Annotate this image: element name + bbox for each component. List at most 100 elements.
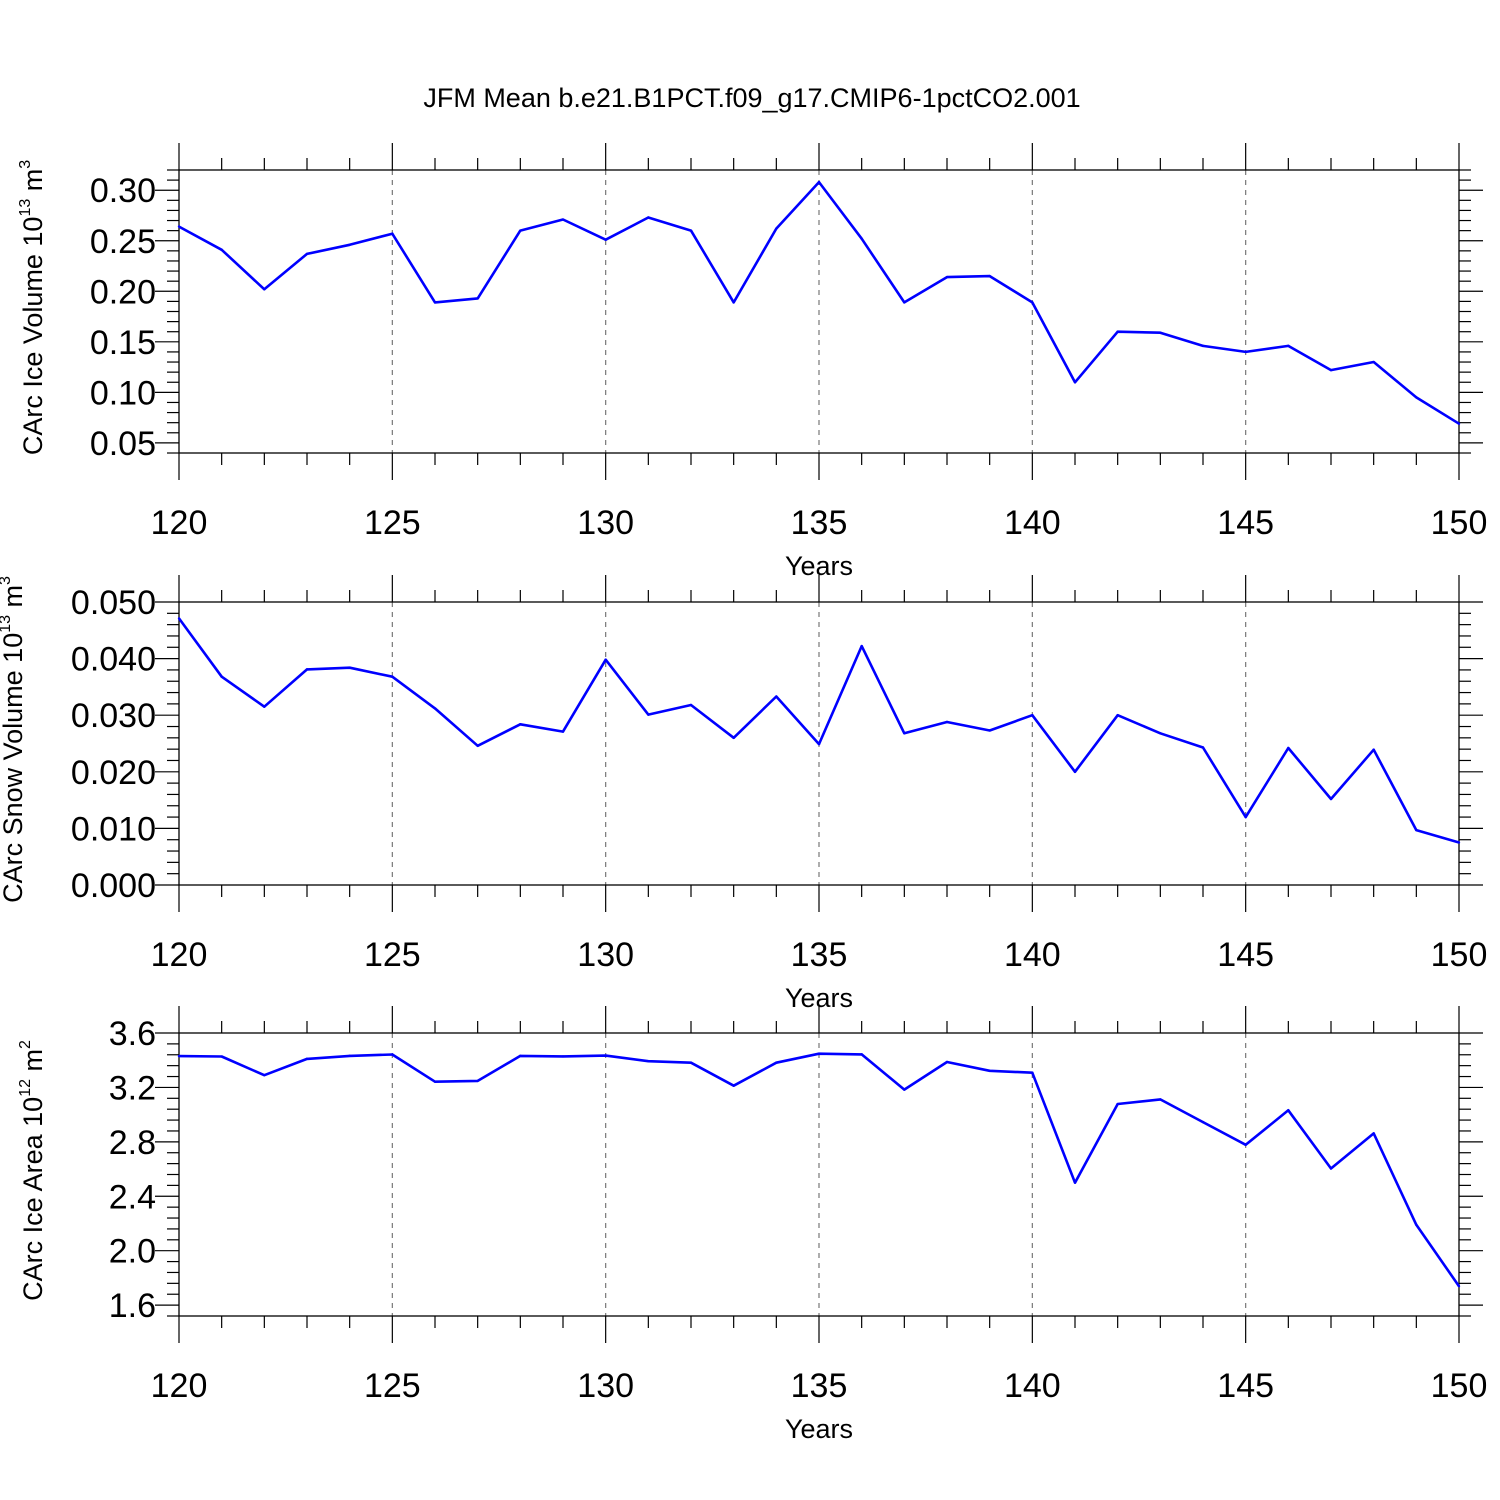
data-point <box>433 1080 437 1083</box>
data-point <box>689 229 693 232</box>
data-point <box>1031 301 1034 304</box>
y-axis-label: CArc Snow Volume 1013 m3 <box>0 576 28 903</box>
data-point <box>1372 1132 1375 1135</box>
x-tick-label: 125 <box>364 504 421 542</box>
panel-3: 120 125 130 135 140 145 150 Years 1.6 2.0 2.4 2.8 3.… <box>17 1006 1487 1444</box>
data-point <box>1329 797 1333 801</box>
data-point <box>561 218 565 221</box>
panel-1: 120 125 130 135 140 145 150Years0.050.100.150.… <box>17 143 1487 581</box>
data-point <box>1372 748 1375 751</box>
data-point <box>1244 815 1247 819</box>
data-point <box>1457 422 1461 425</box>
data-point <box>647 216 650 219</box>
data-point <box>1159 1098 1162 1101</box>
data-point <box>1244 1143 1247 1147</box>
data-point <box>817 180 821 184</box>
x-tick-label: 125 <box>364 1367 421 1405</box>
data-point <box>519 229 522 232</box>
data-point <box>391 675 394 678</box>
data-point <box>263 1073 266 1077</box>
data-point <box>177 225 181 228</box>
y-tick-label: 0.030 <box>71 697 156 735</box>
y-tick-label: 0.10 <box>90 374 156 412</box>
data-point <box>1073 381 1077 384</box>
data-point <box>433 707 437 710</box>
x-axis-label: Years <box>785 1414 853 1444</box>
data-point <box>647 1059 650 1063</box>
data-point <box>305 668 309 671</box>
data-point <box>689 1061 693 1064</box>
y-axis-label: CArc Ice Area 1012 m2 <box>17 1040 48 1301</box>
data-point <box>1159 331 1162 334</box>
data-point <box>1031 1071 1034 1074</box>
data-point <box>817 742 821 746</box>
x-tick-label: 120 <box>151 936 208 974</box>
data-point <box>391 1053 394 1056</box>
data-point <box>476 744 479 747</box>
y-tick-label: 0.040 <box>71 641 156 679</box>
chart-title: JFM Mean b.e21.B1PCT.f09_g17.CMIP6-1pctC… <box>423 83 1080 113</box>
data-point <box>1244 350 1247 354</box>
data-point <box>903 732 906 735</box>
data-point <box>1287 746 1290 750</box>
x-tick-label: 140 <box>1004 936 1061 974</box>
data-point <box>860 1053 863 1056</box>
data-point <box>305 1057 309 1061</box>
data-point <box>860 644 863 648</box>
x-tick-label: 130 <box>577 504 634 542</box>
data-point <box>817 1052 821 1055</box>
x-tick-label: 135 <box>791 504 848 542</box>
x-tick-label: 150 <box>1431 936 1488 974</box>
y-tick-label: 2.0 <box>109 1233 156 1271</box>
data-point <box>1415 1223 1418 1227</box>
x-tick-label: 145 <box>1217 1367 1274 1405</box>
data-point <box>903 1088 906 1091</box>
data-point <box>1287 344 1290 348</box>
data-point <box>903 301 906 304</box>
data-point <box>476 1079 479 1083</box>
data-point <box>220 248 223 252</box>
data-point <box>1415 828 1418 832</box>
panel-2: 120 125 130 135 140 145 150Years0.0000.0100.02… <box>0 575 1487 1013</box>
y-tick-label: 0.25 <box>90 223 156 261</box>
x-tick-label: 140 <box>1004 1367 1061 1405</box>
data-point <box>988 729 991 732</box>
y-tick-label: 2.4 <box>109 1178 156 1216</box>
y-tick-label: 1.6 <box>109 1287 156 1325</box>
data-point <box>220 1055 223 1058</box>
x-tick-label: 120 <box>151 504 208 542</box>
series-line <box>178 1052 1461 1287</box>
data-point <box>1201 746 1205 749</box>
x-tick-label: 150 <box>1431 1367 1488 1405</box>
data-point <box>647 713 650 716</box>
data-point <box>945 275 949 279</box>
x-tick-label: 130 <box>577 1367 634 1405</box>
x-tick-label: 140 <box>1004 504 1061 542</box>
data-point <box>348 666 351 669</box>
data-point <box>263 705 266 708</box>
data-point <box>561 730 565 733</box>
y-tick-label: 3.2 <box>109 1069 156 1107</box>
x-tick-label: 120 <box>151 1367 208 1405</box>
y-tick-label: 0.15 <box>90 324 156 362</box>
data-point <box>689 703 693 707</box>
y-tick-label: 2.8 <box>109 1124 156 1162</box>
y-tick-label: 0.20 <box>90 273 156 311</box>
data-point <box>1457 1285 1461 1288</box>
data-point <box>1201 1120 1205 1124</box>
data-point <box>1116 714 1119 717</box>
data-point <box>433 301 437 304</box>
data-point <box>220 675 223 678</box>
data-point <box>1287 1109 1290 1112</box>
y-tick-label: 0.30 <box>90 172 156 210</box>
data-point <box>732 301 735 304</box>
data-point <box>348 1054 351 1058</box>
data-point <box>945 720 949 724</box>
data-point <box>1116 1102 1119 1106</box>
y-tick-label: 0.050 <box>71 584 156 622</box>
data-point <box>732 736 735 740</box>
data-point <box>1116 330 1119 333</box>
x-tick-label: 130 <box>577 936 634 974</box>
data-point <box>519 1054 522 1058</box>
